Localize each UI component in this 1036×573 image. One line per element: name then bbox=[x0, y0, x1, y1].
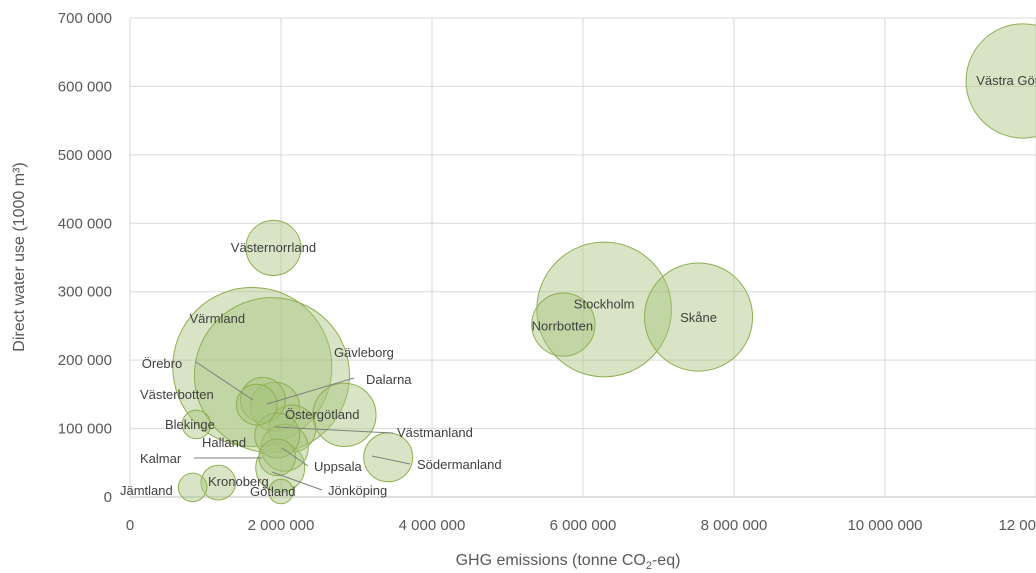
data-label: Gotland bbox=[250, 484, 296, 499]
bubble-v-stra-g-taland bbox=[965, 23, 1036, 139]
data-label: Uppsala bbox=[314, 459, 362, 474]
bubble-sk-ne bbox=[643, 262, 754, 372]
data-label: Skåne bbox=[680, 310, 717, 325]
bubble-halland bbox=[254, 412, 301, 459]
y-axis-ticks: 0 100 000 200 000 300 000 400 000 500 000 600 … bbox=[58, 10, 112, 506]
bubble-gotland bbox=[268, 478, 294, 505]
x-tick-label: 10 000 000 bbox=[847, 517, 922, 534]
bubble-kronoberg bbox=[200, 464, 237, 501]
leader-line bbox=[271, 471, 323, 491]
y-tick-label: 600 000 bbox=[58, 78, 112, 95]
bubble-kalmar bbox=[258, 438, 297, 477]
bubbles bbox=[172, 23, 1036, 505]
x-tick-label: 0 bbox=[126, 517, 134, 534]
bubble-s-dermanland bbox=[363, 432, 414, 483]
bubble--rebro bbox=[239, 376, 286, 423]
data-label: Norrbotten bbox=[532, 319, 593, 334]
x-axis-title: GHG emissions (tonne CO2-eq) bbox=[456, 552, 681, 572]
data-label: Södermanland bbox=[417, 457, 502, 472]
bubble-stockholm bbox=[536, 241, 672, 378]
y-axis-title: Direct water use (1000 m³) bbox=[11, 162, 28, 351]
leader-line bbox=[195, 361, 254, 401]
x-tick-label: 4 000 000 bbox=[399, 517, 466, 534]
y-tick-label: 200 000 bbox=[58, 352, 112, 369]
bubble-j-mtland bbox=[177, 472, 208, 503]
bubble-labels: Västra Götaland Västernorrland Stockholm Sk… bbox=[120, 73, 1036, 499]
x-tick-label: 12 000 000 bbox=[998, 517, 1036, 534]
y-tick-label: 500 000 bbox=[58, 147, 112, 164]
data-label: Halland bbox=[202, 435, 246, 450]
data-label: Kronoberg bbox=[208, 474, 269, 489]
data-label: Gävleborg bbox=[334, 345, 394, 360]
x-axis-ticks: 0 2 000 000 4 000 000 6 000 000 8 000 000 10 … bbox=[126, 517, 1036, 534]
data-label: Östergötland bbox=[285, 407, 359, 422]
data-label: Västernorrland bbox=[231, 240, 316, 255]
data-label: Stockholm bbox=[574, 297, 635, 312]
data-label: Västmanland bbox=[397, 425, 473, 440]
data-label: Kalmar bbox=[140, 451, 182, 466]
data-label: Jönköping bbox=[328, 483, 387, 498]
y-tick-label: 300 000 bbox=[58, 284, 112, 301]
data-label: Örebro bbox=[142, 356, 182, 371]
y-tick-label: 400 000 bbox=[58, 215, 112, 232]
leader-line bbox=[281, 447, 309, 467]
y-tick-label: 0 bbox=[104, 489, 112, 506]
data-label: Blekinge bbox=[165, 417, 215, 432]
leader-line bbox=[371, 455, 411, 465]
bubble-v-rmland bbox=[172, 286, 333, 448]
bubble-blekinge bbox=[181, 409, 212, 440]
bubble-v-sternorrland bbox=[245, 219, 302, 276]
y-tick-label: 100 000 bbox=[58, 421, 112, 438]
leader-line bbox=[266, 377, 355, 405]
bubble-v-sterbotten bbox=[235, 383, 278, 426]
y-tick-label: 700 000 bbox=[58, 10, 112, 27]
leader-lines bbox=[194, 361, 411, 491]
bubble-norrbotten bbox=[531, 292, 596, 357]
data-label: Värmland bbox=[189, 311, 245, 326]
x-tick-label: 2 000 000 bbox=[248, 517, 315, 534]
data-label: Västerbotten bbox=[140, 387, 214, 402]
x-tick-label: 6 000 000 bbox=[550, 517, 617, 534]
leader-line bbox=[274, 426, 394, 434]
data-label: Jämtland bbox=[120, 483, 173, 498]
grid bbox=[129, 17, 1036, 498]
bubble--sterg-tland bbox=[312, 382, 377, 448]
x-tick-label: 8 000 000 bbox=[701, 517, 768, 534]
data-label: Västra Götaland bbox=[976, 73, 1036, 88]
data-label: Dalarna bbox=[366, 372, 412, 387]
